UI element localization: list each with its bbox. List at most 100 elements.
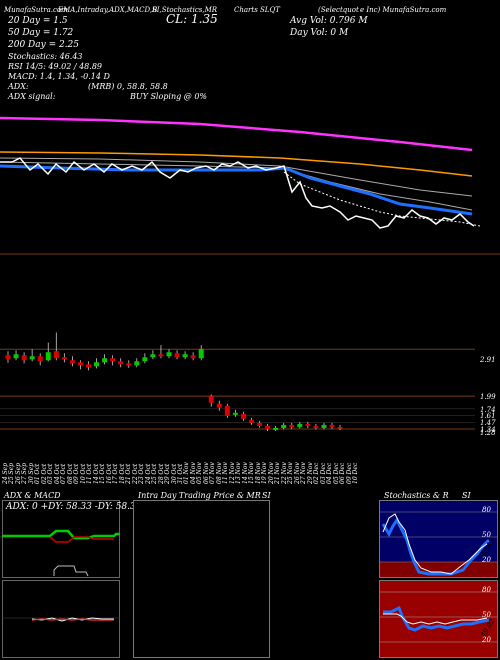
price-axis-label: 1.74 (480, 405, 496, 414)
candle-body (142, 357, 148, 362)
stoch-k-line (381, 517, 491, 576)
avg-volume: Avg Vol: 0.796 M (290, 16, 368, 26)
macd-signal-line (31, 618, 114, 621)
mrb-readout: (MRB) 0, 58.8, 58.8 (88, 82, 168, 91)
header-site-right: e Inc) MunafaSutra.com (360, 6, 447, 14)
candle-body (118, 361, 124, 365)
ema50-shadow-line (0, 157, 473, 197)
candle-body (289, 424, 295, 427)
stoch-tick-20: 20 (482, 556, 491, 564)
candle-body (297, 423, 303, 427)
candlestick-chart (0, 332, 475, 431)
intraday-panel-title-2: SI (262, 491, 271, 500)
rsi-panel (379, 580, 498, 658)
candle-body (126, 363, 132, 366)
candle-body (240, 413, 246, 419)
adx-panel-title: ADX & MACD (4, 491, 61, 500)
stochastics-panel (379, 500, 498, 578)
candle-body (5, 355, 11, 360)
stochastics-readout: Stochastics: 46.43 (8, 52, 83, 61)
price-smooth-line (283, 171, 481, 227)
candle-body (37, 356, 43, 362)
candle-body (102, 358, 108, 363)
adx-readout: ADX: 0 +DY: 58.33 -DY: 58.33 (6, 502, 142, 512)
candle-body (77, 362, 83, 366)
stoch-d-line (382, 513, 488, 575)
candle-body (190, 355, 196, 359)
candle-body (110, 358, 116, 362)
adx-panel (2, 500, 120, 578)
date-label: 04 Dec (326, 462, 334, 484)
candle-body (232, 412, 238, 415)
candle-body (13, 354, 19, 359)
candle-body (69, 360, 75, 364)
candle-body (29, 356, 35, 360)
date-label: 29 Oct (164, 463, 172, 484)
close-price: CL: 1.35 (166, 12, 218, 26)
candle-body (273, 427, 279, 430)
candle-body (61, 357, 67, 360)
candle-body (158, 354, 164, 357)
candle-body (249, 419, 254, 423)
candle-body (134, 361, 140, 366)
candle-body (329, 424, 335, 427)
date-label: 25 Oct (151, 463, 159, 484)
rsi-line (383, 605, 490, 632)
candle-body (174, 353, 180, 358)
stoch-tick-80: 80 (482, 506, 491, 514)
candle-body (281, 424, 287, 428)
rsi-tick-50: 50 (482, 611, 491, 619)
candle-body (53, 351, 59, 359)
candle-body (150, 354, 156, 358)
macd-readout: MACD: 1.4, 1.34, -0.14 D (8, 72, 110, 81)
candle-body (21, 355, 27, 361)
rsi-tick-20: 20 (482, 636, 491, 644)
adx-label: ADX: (8, 82, 29, 91)
candle-body (45, 352, 51, 361)
price-axis-label: 1.28 (480, 429, 496, 437)
candle-body (208, 396, 214, 403)
candle-body (94, 362, 100, 367)
buy-signal: BUY Sloping @ 0% (130, 92, 208, 101)
intraday-panel (133, 500, 270, 658)
ema50-readout: 50 Day = 1.72 (8, 28, 74, 38)
ema200-line (0, 116, 473, 152)
date-label: 10 Dec (352, 462, 359, 484)
candle-body (216, 403, 222, 408)
candle-body (305, 423, 311, 426)
price-axis-label: 1.99 (480, 393, 496, 402)
ema20-line (0, 164, 473, 216)
candle-body (321, 424, 327, 428)
price-axis-label: 1.34 (480, 425, 496, 434)
header-site-left: MunafaSutra.com (4, 6, 68, 14)
intraday-panel-title: Intra Day Trading Price & MR (138, 491, 261, 500)
header-company: (Selectquot (318, 6, 359, 14)
candle-body (86, 364, 91, 368)
stoch-panel-title: Stochastics & R (384, 491, 449, 500)
adx-signal-label: ADX signal: (8, 92, 56, 101)
candle-body (257, 422, 263, 426)
candle-body (265, 425, 271, 429)
price-line (0, 157, 475, 229)
candle-body (337, 426, 343, 429)
candle-body (166, 352, 172, 357)
stoch-panel-title-2: SI (462, 491, 471, 500)
header-ticker: Charts SLQT (234, 6, 280, 14)
price-axis-label: 2.91 (480, 355, 496, 364)
header-indicators: EMA,Intraday,ADX,MACD,B (58, 6, 158, 14)
day-volume: Day Vol: 0 M (290, 28, 349, 38)
ema-chart (0, 116, 500, 255)
candle-body (313, 425, 319, 428)
rsi-tick-80: 80 (482, 586, 491, 594)
ema200-readout: 200 Day = 2.25 (8, 40, 80, 50)
date-label: 06 Dec (339, 462, 347, 484)
candle-body (198, 349, 204, 359)
adx-plus-line (2, 529, 120, 540)
stoch-tick-50: 50 (482, 531, 491, 539)
ema50-line (0, 151, 473, 177)
adx-minus-line (49, 536, 114, 543)
header-indicators-2: SI,Stochastics,MR (152, 6, 218, 14)
rsi-readout: RSI 14/5: 49.02 / 48.89 (8, 62, 102, 71)
price-axis-label: 1.47 (480, 419, 496, 428)
candle-body (224, 405, 230, 416)
